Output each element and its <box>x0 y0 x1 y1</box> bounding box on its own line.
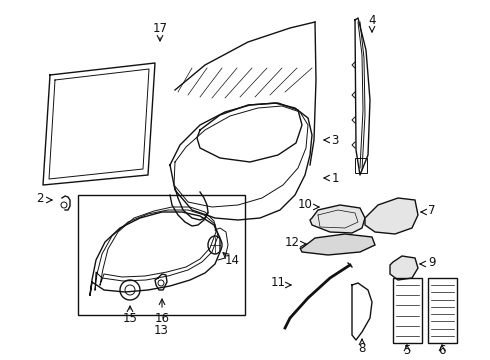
Text: 13: 13 <box>153 324 169 337</box>
Text: 3: 3 <box>331 134 339 147</box>
Text: 15: 15 <box>122 311 137 324</box>
Text: 7: 7 <box>428 203 436 216</box>
Bar <box>393 278 422 343</box>
Text: 5: 5 <box>403 343 411 356</box>
Text: 10: 10 <box>297 198 313 211</box>
Text: 9: 9 <box>428 256 436 269</box>
Polygon shape <box>310 205 365 233</box>
Polygon shape <box>390 256 418 280</box>
Text: 14: 14 <box>224 253 240 266</box>
Text: 4: 4 <box>368 13 376 27</box>
Polygon shape <box>365 198 418 234</box>
Text: 8: 8 <box>358 342 366 355</box>
Text: 2: 2 <box>36 192 44 204</box>
Text: 1: 1 <box>331 171 339 184</box>
Text: 12: 12 <box>285 237 299 249</box>
Text: 17: 17 <box>152 22 168 35</box>
Bar <box>78 195 245 315</box>
Bar <box>428 278 457 343</box>
Text: 16: 16 <box>154 311 170 324</box>
Text: 11: 11 <box>270 275 286 288</box>
Text: 6: 6 <box>438 343 446 356</box>
Bar <box>355 158 367 173</box>
Polygon shape <box>300 234 375 255</box>
